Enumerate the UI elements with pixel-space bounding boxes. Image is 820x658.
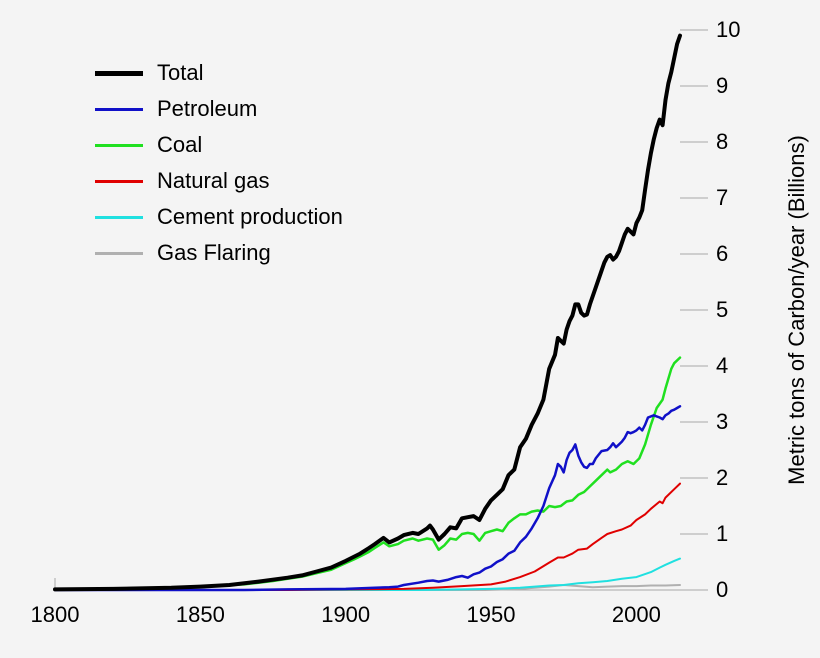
y-tick-label: 9 — [716, 73, 728, 99]
y-tick-label: 3 — [716, 409, 728, 435]
y-tick-label: 6 — [716, 241, 728, 267]
y-tick-label: 7 — [716, 185, 728, 211]
y-tick-label: 5 — [716, 297, 728, 323]
legend-label: Total — [157, 60, 203, 86]
carbon-emissions-chart: Total Petroleum Coal Natural gas Cement prod… — [0, 0, 820, 658]
series-cement-production — [55, 559, 680, 590]
y-tick-label: 1 — [716, 521, 728, 547]
legend-swatch — [95, 108, 143, 111]
legend-swatch — [95, 144, 143, 147]
legend-swatch — [95, 180, 143, 183]
x-tick-label: 2000 — [612, 602, 661, 628]
y-tick-label: 0 — [716, 577, 728, 603]
y-axis-title: Metric tons of Carbon/year (Billions) — [784, 135, 810, 485]
y-tick-label: 10 — [716, 17, 740, 43]
legend-label: Cement production — [157, 204, 343, 230]
legend-item: Coal — [95, 127, 343, 163]
legend-swatch — [95, 216, 143, 219]
legend-label: Gas Flaring — [157, 240, 271, 266]
legend-label: Natural gas — [157, 168, 270, 194]
x-tick-label: 1900 — [321, 602, 370, 628]
y-tick-label: 4 — [716, 353, 728, 379]
legend-item: Total — [95, 55, 343, 91]
y-tick-label: 8 — [716, 129, 728, 155]
series-natural-gas — [55, 484, 680, 590]
x-tick-label: 1850 — [176, 602, 225, 628]
series-coal — [55, 358, 680, 590]
series-petroleum — [55, 406, 680, 590]
legend-label: Petroleum — [157, 96, 257, 122]
legend-label: Coal — [157, 132, 202, 158]
y-tick-label: 2 — [716, 465, 728, 491]
legend-swatch — [95, 252, 143, 255]
legend-item: Petroleum — [95, 91, 343, 127]
legend-item: Cement production — [95, 199, 343, 235]
legend-item: Gas Flaring — [95, 235, 343, 271]
legend-item: Natural gas — [95, 163, 343, 199]
legend: Total Petroleum Coal Natural gas Cement prod… — [95, 55, 343, 271]
x-tick-label: 1800 — [31, 602, 80, 628]
x-tick-label: 1950 — [467, 602, 516, 628]
legend-swatch — [95, 71, 143, 76]
